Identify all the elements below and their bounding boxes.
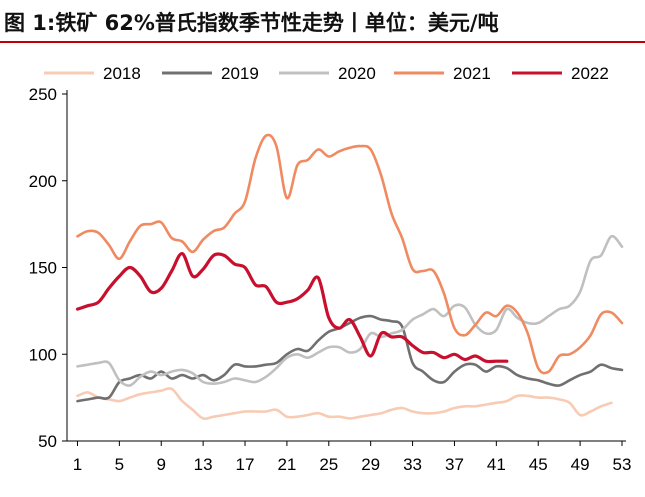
x-tick-label: 13 — [194, 455, 213, 474]
x-tick-label: 45 — [529, 455, 548, 474]
axes: 50 100 150 200 250 1 5 9 13 17 21 25 29 33 37 41 45 49 53 — [29, 85, 632, 474]
series-line-2022 — [75, 252, 509, 364]
legend-label-2021: 2021 — [453, 64, 491, 83]
title-rule — [0, 41, 645, 43]
x-tick-label: 5 — [115, 455, 124, 474]
x-tick-label: 9 — [157, 455, 166, 474]
chart-title: 图 1:铁矿 62%普氏指数季节性走势丨单位：美元/吨 — [4, 11, 499, 35]
x-tick-label: 25 — [319, 455, 338, 474]
x-tick-label: 21 — [277, 455, 296, 474]
series-line-2019 — [76, 314, 624, 403]
series-line-2021 — [76, 133, 624, 375]
legend-label-2022: 2022 — [571, 64, 609, 83]
series-line-2020 — [76, 234, 624, 387]
x-tick-label: 33 — [403, 455, 422, 474]
x-tick-label: 29 — [361, 455, 380, 474]
x-tick-label: 41 — [487, 455, 506, 474]
x-tick-label: 37 — [445, 455, 464, 474]
y-tick-label: 50 — [38, 432, 57, 451]
legend-label-2020: 2020 — [338, 64, 376, 83]
y-tick-label: 200 — [29, 172, 57, 191]
x-tick-label: 53 — [613, 455, 632, 474]
x-tick-label: 1 — [73, 455, 82, 474]
x-tick-label: 49 — [571, 455, 590, 474]
y-tick-label: 250 — [29, 85, 57, 104]
plot-area — [75, 133, 624, 421]
legend-label-2019: 2019 — [221, 64, 259, 83]
legend: 2018 2019 2020 2021 2022 — [44, 64, 609, 83]
y-tick-label: 150 — [29, 259, 57, 278]
legend-label-2018: 2018 — [103, 64, 141, 83]
x-tick-label: 17 — [236, 455, 255, 474]
series-line-2018 — [76, 387, 613, 421]
y-tick-label: 100 — [29, 345, 57, 364]
